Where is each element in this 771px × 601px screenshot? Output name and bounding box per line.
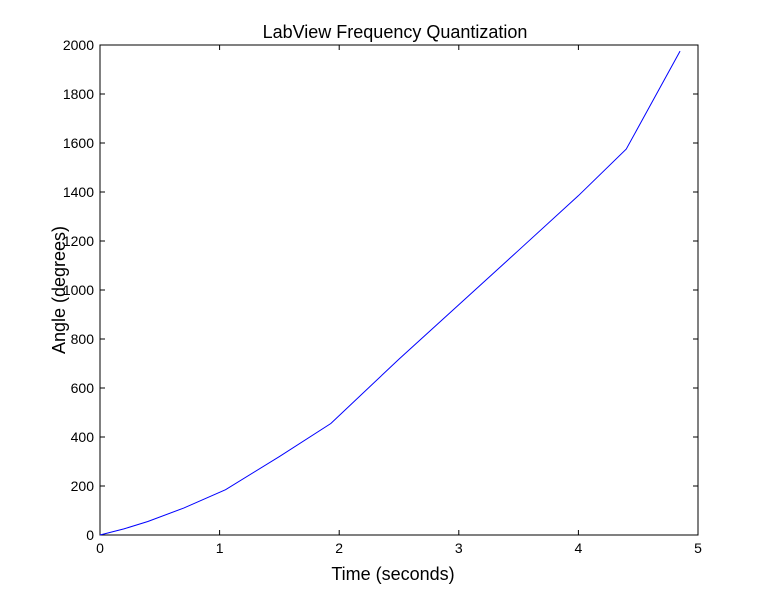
x-tick-label: 0 bbox=[96, 540, 104, 556]
y-tick-label: 0 bbox=[86, 527, 94, 543]
y-tick-label: 1000 bbox=[63, 282, 94, 298]
y-tick-label: 2000 bbox=[63, 37, 94, 53]
x-tick-label: 3 bbox=[455, 540, 463, 556]
y-tick-label: 800 bbox=[71, 331, 95, 347]
x-tick-label: 2 bbox=[335, 540, 343, 556]
y-tick-label: 200 bbox=[71, 478, 95, 494]
y-tick-label: 600 bbox=[71, 380, 95, 396]
series-line bbox=[99, 50, 681, 536]
y-axis-label: Angle (degrees) bbox=[49, 226, 69, 354]
x-tick-label: 1 bbox=[216, 540, 224, 556]
y-axis-ticks: 0 200 400 600 800 1000 1200 1400 1600 1800 2000 bbox=[63, 37, 698, 543]
y-tick-label: 1400 bbox=[63, 184, 94, 200]
y-tick-label: 1600 bbox=[63, 135, 94, 151]
y-tick-label: 1800 bbox=[63, 86, 94, 102]
series-layer bbox=[99, 50, 681, 536]
x-tick-label: 5 bbox=[694, 540, 702, 556]
x-tick-label: 4 bbox=[575, 540, 583, 556]
y-tick-label: 400 bbox=[71, 429, 95, 445]
y-tick-label: 1200 bbox=[63, 233, 94, 249]
chart-title: LabView Frequency Quantization bbox=[263, 22, 528, 42]
x-axis-ticks: 0 1 2 3 4 5 bbox=[96, 45, 702, 556]
x-axis-label: Time (seconds) bbox=[331, 564, 454, 584]
